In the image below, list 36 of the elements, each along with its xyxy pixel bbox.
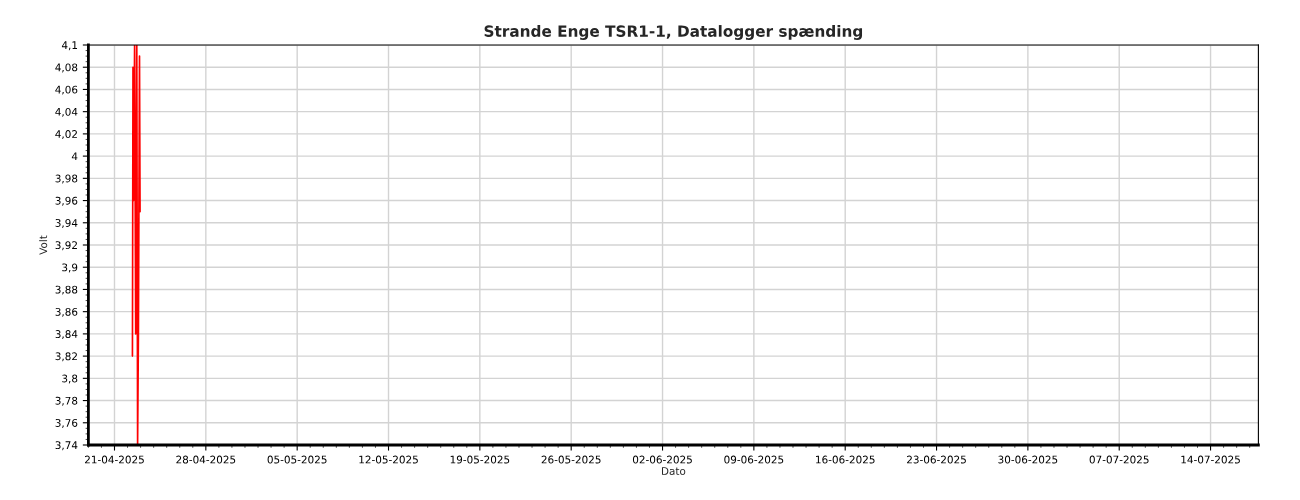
y-tick-label: 3,82 [55,352,77,362]
y-tick-label: 3,84 [55,330,78,340]
y-tick-label: 4,1 [61,41,78,51]
x-tick-label: 14-07-2025 [1181,455,1240,464]
x-tick-label: 07-07-2025 [1089,455,1149,464]
x-tick-label: 23-06-2025 [907,455,966,464]
x-tick-label: 02-06-2025 [632,455,692,464]
y-axis-title: Volt [39,235,48,255]
y-tick-label: 3,76 [55,419,78,428]
x-tick-label: 21-04-2025 [84,455,144,464]
y-tick-label: 4,02 [55,130,77,140]
x-tick-label: 30-06-2025 [998,455,1058,464]
line-series [131,45,141,445]
x-tick-label: 09-06-2025 [724,455,784,464]
y-tick-label: 4,06 [55,85,78,95]
y-tick-label: 3,98 [55,174,78,184]
x-tick-label: 12-05-2025 [359,455,418,464]
y-tick-label: 3,78 [55,396,78,406]
y-tick-label: 4,04 [55,107,78,117]
x-axis-title: Dato [661,467,686,475]
y-tick-label: 3,86 [55,307,78,317]
y-tick-label: 3,8 [62,374,78,384]
y-tick-label: 4,08 [55,63,78,73]
chart-title: Strande Enge TSR1-1, Datalogger spænding [484,25,863,40]
y-tick-label: 3,96 [55,196,78,206]
y-tick-label: 3,94 [55,219,78,228]
y-tick-label: 3,74 [55,441,78,451]
y-tick-label: 3,92 [55,241,77,251]
x-tick-label: 05-05-2025 [267,455,327,464]
x-tick-label: 28-04-2025 [176,455,236,464]
y-tick-label: 4 [71,152,78,161]
x-tick-label: 26-05-2025 [541,455,601,464]
y-tick-label: 3,88 [55,285,78,295]
x-tick-label: 16-06-2025 [816,455,875,464]
x-tick-label: 19-05-2025 [450,455,510,464]
y-tick-label: 3,9 [62,263,78,273]
